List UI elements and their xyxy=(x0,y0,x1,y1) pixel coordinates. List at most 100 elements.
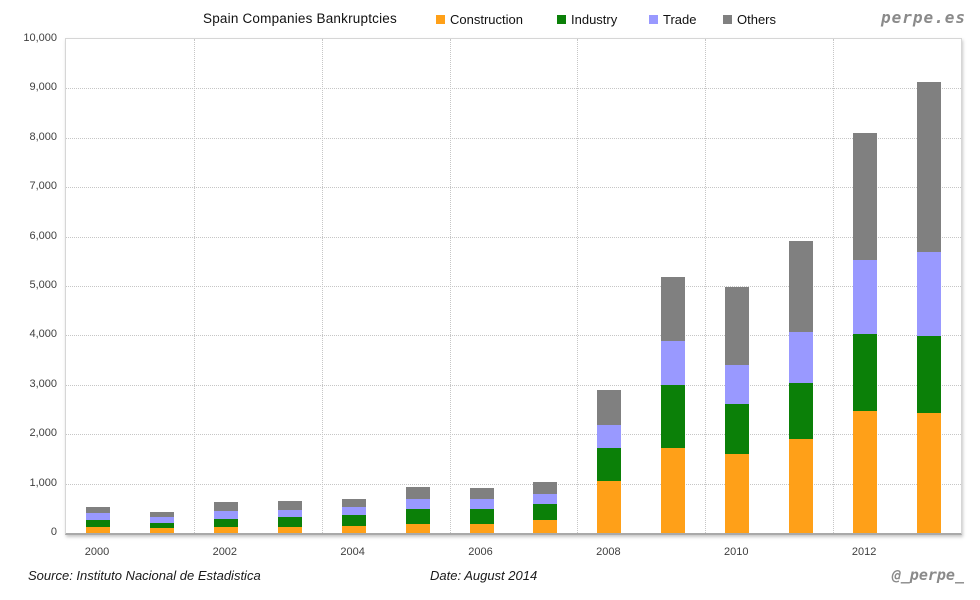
others-swatch-icon xyxy=(723,15,732,24)
bar-2010-others xyxy=(725,286,750,366)
bar-2011-construction xyxy=(789,438,814,533)
bar-2012-others xyxy=(853,133,878,260)
bar-2001-trade xyxy=(149,517,174,524)
legend-label-construction: Construction xyxy=(450,12,523,27)
bar-2009-industry xyxy=(661,384,686,449)
gridline-h-5000 xyxy=(66,286,961,287)
x-tick-label-2002: 2002 xyxy=(212,546,238,558)
gridline-h-8000 xyxy=(66,137,961,139)
bar-2001-industry xyxy=(149,523,174,529)
bar-2005-industry xyxy=(405,508,430,525)
bar-2008-trade xyxy=(597,425,622,448)
date-note: Date: August 2014 xyxy=(430,568,538,583)
y-tick-label-9000: 9,000 xyxy=(29,81,57,94)
bar-2000-others xyxy=(85,507,110,514)
bar-2010-construction xyxy=(725,454,750,533)
bar-2003-construction xyxy=(277,527,302,533)
bar-2004-construction xyxy=(341,525,366,533)
bar-2013-others xyxy=(917,81,942,253)
gridline-h-2000 xyxy=(66,434,961,436)
bar-2007-trade xyxy=(533,494,558,504)
bar-2012-construction xyxy=(853,411,878,533)
bar-2001-construction xyxy=(149,528,174,533)
bar-2011-industry xyxy=(789,382,814,439)
bar-2005-trade xyxy=(405,498,430,509)
gridline-h-6000 xyxy=(66,236,961,238)
gridline-h-7000 xyxy=(66,187,961,189)
gridline-h-3000 xyxy=(66,384,961,386)
y-tick-label-5000: 5,000 xyxy=(29,279,57,291)
y-axis: 0 1,000 2,000 3,000 4,000 5,000 6,000 7,000 8,00… xyxy=(0,32,57,538)
x-tick-label-2008: 2008 xyxy=(596,546,621,558)
plot-area xyxy=(65,38,962,535)
bar-2001-others xyxy=(149,511,174,518)
bar-2000-industry xyxy=(85,519,110,527)
bar-2013-trade xyxy=(917,252,942,336)
gridline-v-2006 xyxy=(449,39,451,533)
brand-logo: perpe.es xyxy=(880,8,966,27)
bar-2008-industry xyxy=(597,447,622,481)
bar-2003-others xyxy=(277,501,302,511)
bar-2012-trade xyxy=(853,259,878,335)
bar-2002-trade xyxy=(213,510,238,519)
gridline-v-2010 xyxy=(705,39,707,533)
bar-2008-construction xyxy=(597,480,622,533)
x-tick-label-2000: 2000 xyxy=(84,546,110,558)
bar-2002-industry xyxy=(213,518,238,528)
y-tick-label-7000: 7,000 xyxy=(29,180,57,193)
chart-title: Spain Companies Bankruptcies xyxy=(203,11,397,26)
bar-2000-construction xyxy=(85,526,110,533)
bar-2003-industry xyxy=(277,517,302,528)
bar-2006-construction xyxy=(469,523,494,533)
y-tick-label-1000: 1,000 xyxy=(29,476,57,489)
trade-swatch-icon xyxy=(649,15,658,24)
bar-2011-trade xyxy=(789,332,814,383)
bar-2012-industry xyxy=(853,334,878,412)
y-tick-label-6000: 6,000 xyxy=(29,229,57,242)
bar-2013-construction xyxy=(917,412,942,533)
bar-2009-trade xyxy=(661,340,686,385)
bar-2002-construction xyxy=(213,527,238,533)
gridline-h-1000 xyxy=(66,483,961,485)
industry-swatch-icon xyxy=(557,15,566,24)
x-tick-label-2012: 2012 xyxy=(851,546,877,558)
bar-2000-trade xyxy=(85,513,110,520)
gridline-v-2004 xyxy=(321,39,323,533)
y-tick-label-10000: 10,000 xyxy=(23,32,57,44)
legend-item-industry: Industry xyxy=(557,12,617,27)
bar-2005-others xyxy=(405,487,430,499)
bar-2004-trade xyxy=(341,507,366,515)
x-tick-label-2006: 2006 xyxy=(468,546,493,558)
bar-2010-industry xyxy=(725,403,750,455)
bar-2004-industry xyxy=(341,514,366,526)
gridline-h-4000 xyxy=(66,335,961,337)
legend-label-industry: Industry xyxy=(571,12,618,27)
legend-label-others: Others xyxy=(737,12,777,27)
source-note: Source: Instituto Nacional de Estadistic… xyxy=(28,568,261,583)
y-tick-label-8000: 8,000 xyxy=(29,130,57,143)
bar-2004-others xyxy=(341,499,366,508)
gridline-v-2008 xyxy=(577,39,579,533)
bar-2010-trade xyxy=(725,365,750,404)
y-tick-label-2000: 2,000 xyxy=(29,427,57,440)
construction-swatch-icon xyxy=(436,15,445,24)
bar-2006-others xyxy=(469,487,494,500)
gridline-v-2002 xyxy=(193,39,195,533)
y-tick-label-3000: 3,000 xyxy=(29,377,57,390)
legend-item-construction: Construction xyxy=(436,12,523,27)
legend-item-others: Others xyxy=(723,12,776,27)
gridline-v-2012 xyxy=(833,39,835,533)
bar-2006-industry xyxy=(469,509,494,524)
bar-2007-industry xyxy=(533,503,558,520)
twitter-handle: @_perpe_ xyxy=(891,566,964,584)
legend-label-trade: Trade xyxy=(663,12,697,27)
y-tick-label-0: 0 xyxy=(50,526,57,538)
legend-item-trade: Trade xyxy=(649,12,696,27)
x-tick-label-2004: 2004 xyxy=(340,546,365,558)
bar-2007-others xyxy=(533,482,558,495)
bar-2013-industry xyxy=(917,335,942,413)
x-axis: 2000 2002 2004 2006 2008 2010 2012 xyxy=(65,546,962,562)
bar-2008-others xyxy=(597,390,622,426)
gridline-h-9000 xyxy=(66,88,961,90)
